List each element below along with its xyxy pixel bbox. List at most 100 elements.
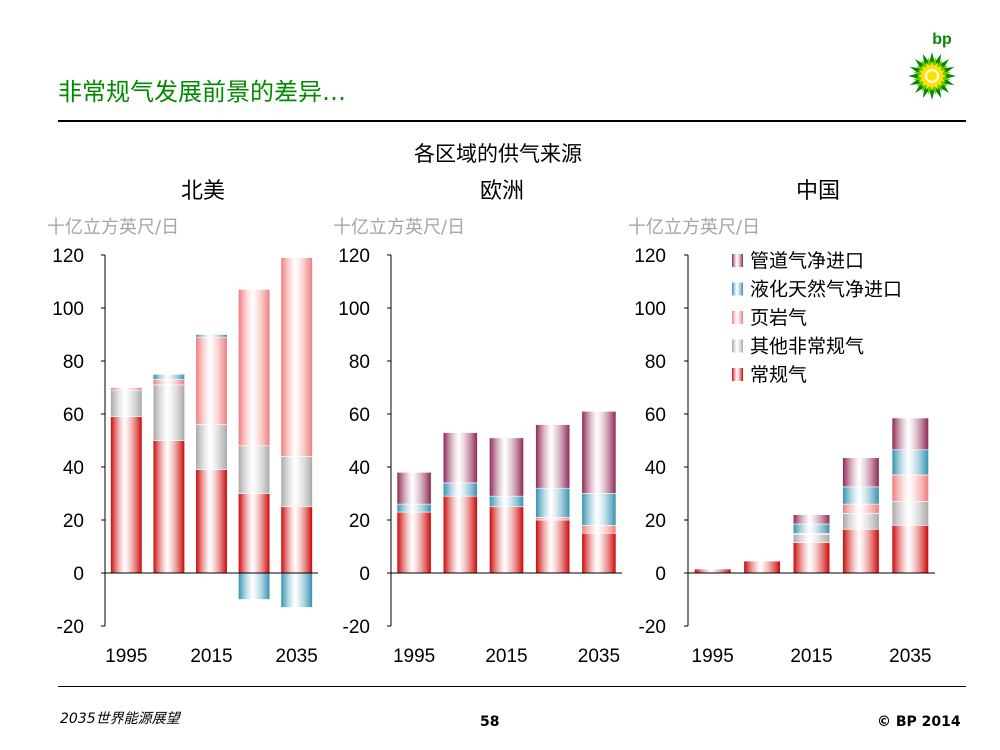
bar-segment-lng [152,373,185,380]
bar-segment-other [842,513,880,530]
bar-segment-pipeline [891,417,929,451]
logo-text: bp [932,31,952,48]
y-axis-unit-label: 十亿立方英尺/日 [47,217,179,238]
bar-segment-conventional [195,469,228,574]
bar-segment-pipeline [396,471,432,505]
bar-segment-shale [238,289,271,447]
bar-segment-lng [280,572,313,608]
bar-segment-lng [792,523,831,534]
bar-segment-conventional [396,511,432,574]
bar-segment-lng [442,482,478,497]
y-tick-label: 20 [349,511,370,532]
y-tick-label: 60 [645,405,666,426]
y-axis-unit-label: 十亿立方英尺/日 [628,217,760,238]
y-tick-label: 100 [52,299,84,320]
bar-segment-pipeline [489,437,524,497]
bar-segment-conventional [743,560,781,574]
y-tick-label: 120 [634,246,666,267]
x-tick-label: 2035 [889,646,931,667]
x-tick-label: 2035 [276,646,318,667]
y-tick-label: 120 [52,246,84,267]
bar-segment-lng [195,334,228,338]
bar-segment-shale [842,503,880,514]
legend-swatch-pipeline [732,254,743,267]
y-tick-label: 100 [338,299,370,320]
title-divider [58,120,966,122]
y-tick-label: 60 [349,405,370,426]
bar-segment-lng [891,449,929,476]
bar-segment-other [891,501,929,526]
bar-segment-shale [152,379,185,386]
x-tick-label: 1995 [105,646,147,667]
y-tick-label: 0 [359,564,370,585]
bar-segment-lng [238,572,271,600]
x-tick-label: 1995 [692,646,734,667]
y-tick-label: 40 [349,458,370,479]
legend-swatch-shale [732,311,743,324]
bar-segment-other [238,445,271,494]
bar-segment-pipeline [792,514,831,525]
bar-segment-conventional [489,506,524,574]
y-tick-label: 60 [63,405,84,426]
bar-segment-pipeline [581,411,617,494]
y-tick-label: -20 [343,617,370,638]
y-tick-label: -20 [57,617,84,638]
bar-segment-pipeline [442,432,478,484]
bar-segment-conventional [280,506,313,574]
page-number: 58 [480,714,500,730]
bar-segment-shale [110,387,143,391]
y-tick-label: 0 [655,564,666,585]
x-tick-label: 2015 [485,646,527,667]
y-tick-label: 80 [645,352,666,373]
y-tick-label: 20 [645,511,666,532]
bar-segment-other [152,384,185,441]
footer-report-name: 2035世界能源展望 [60,711,180,727]
y-tick-label: 120 [338,246,370,267]
footer-divider [58,686,966,687]
bar-segment-shale [891,474,929,502]
y-tick-label: 0 [73,564,84,585]
bar-segment-conventional [535,519,571,574]
bar-segment-shale [581,524,617,534]
bar-segment-lng [396,503,432,513]
x-tick-label: 2015 [190,646,232,667]
bar-segment-other [110,389,143,417]
legend-label: 液化天然气净进口 [750,279,902,301]
bar-segment-conventional [694,568,732,574]
bar-segment-other [792,534,831,543]
y-tick-label: 40 [63,458,84,479]
bar-segment-conventional [442,495,478,574]
bar-segment-lng [842,486,880,505]
legend-swatch-lng [732,282,743,296]
legend-label: 其他非常规气 [750,336,864,358]
bar-segment-lng [489,495,524,508]
x-tick-label: 2015 [790,646,832,667]
bar-segment-pipeline [842,457,880,488]
x-tick-label: 2035 [578,646,620,667]
bar-segment-conventional [891,524,929,574]
bar-segment-conventional [842,528,880,574]
legend-swatch-conventional [732,368,743,381]
bar-segment-conventional [792,542,831,574]
bar-segment-lng [535,487,571,518]
y-tick-label: -20 [639,617,666,638]
panel-title: 北美 [181,179,225,204]
panel-title: 欧洲 [480,179,524,204]
bar-segment-conventional [110,416,143,574]
y-tick-label: 20 [63,511,84,532]
legend-label: 页岩气 [750,307,807,329]
y-axis-unit-label: 十亿立方英尺/日 [333,217,465,238]
bar-segment-conventional [581,532,617,574]
bar-segment-shale [280,257,313,457]
bar-segment-other [280,456,313,508]
y-tick-label: 80 [63,352,84,373]
bar-segment-lng [581,493,617,526]
slide-title: 非常规气发展前景的差异… [58,78,346,106]
bar-segment-pipeline [535,424,571,489]
legend-label: 常规气 [750,364,807,386]
bar-segment-other [195,424,228,470]
y-tick-label: 40 [645,458,666,479]
